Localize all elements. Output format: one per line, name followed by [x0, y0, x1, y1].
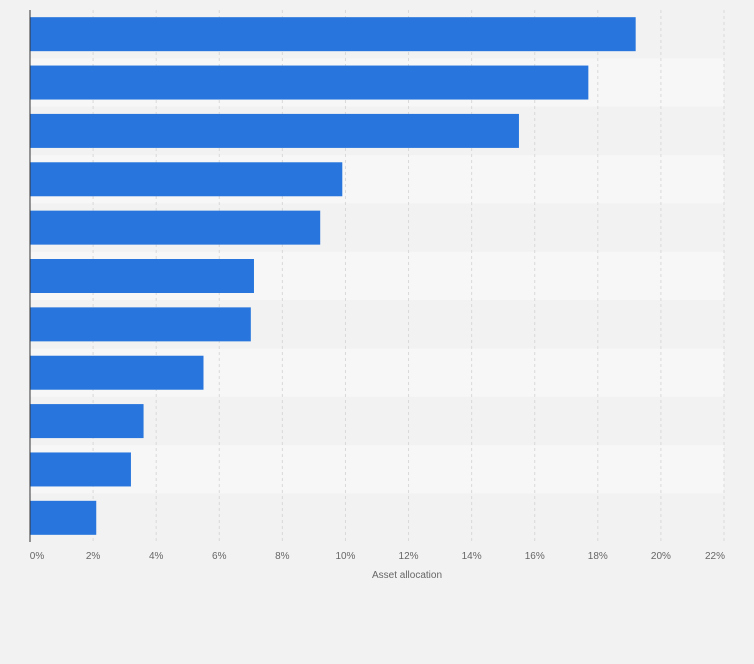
x-tick-label: 2% — [86, 551, 101, 562]
bar[interactable] — [30, 162, 343, 197]
x-tick-label: 12% — [399, 551, 419, 562]
row-band — [30, 493, 724, 542]
bar[interactable] — [30, 307, 251, 342]
x-tick-label: 14% — [462, 551, 482, 562]
bar[interactable] — [30, 113, 519, 148]
row-band — [30, 396, 724, 446]
x-tick-label: 22% — [705, 551, 725, 562]
x-tick-label: 20% — [651, 551, 671, 562]
x-tick-label: 0% — [30, 551, 45, 562]
x-tick-label: 6% — [212, 551, 227, 562]
x-axis-title: Asset allocation — [372, 570, 442, 581]
bar[interactable] — [30, 452, 131, 487]
bar[interactable] — [30, 355, 204, 390]
bar[interactable] — [30, 500, 97, 535]
bar[interactable] — [30, 259, 254, 293]
bar[interactable] — [30, 65, 589, 100]
x-tick-label: 8% — [275, 551, 290, 562]
bar[interactable] — [30, 404, 144, 439]
bar[interactable] — [30, 17, 636, 52]
x-axis-ticks: 0% 2% 4% 6% 8% 10% 12% 14% 16% 18% 20% 22% — [30, 551, 725, 562]
bar[interactable] — [30, 210, 321, 245]
x-tick-label: 4% — [149, 551, 164, 562]
x-tick-label: 16% — [525, 551, 545, 562]
bars — [30, 17, 636, 535]
x-tick-label: 18% — [588, 551, 608, 562]
row-band — [30, 445, 724, 494]
x-tick-label: 10% — [335, 551, 355, 562]
